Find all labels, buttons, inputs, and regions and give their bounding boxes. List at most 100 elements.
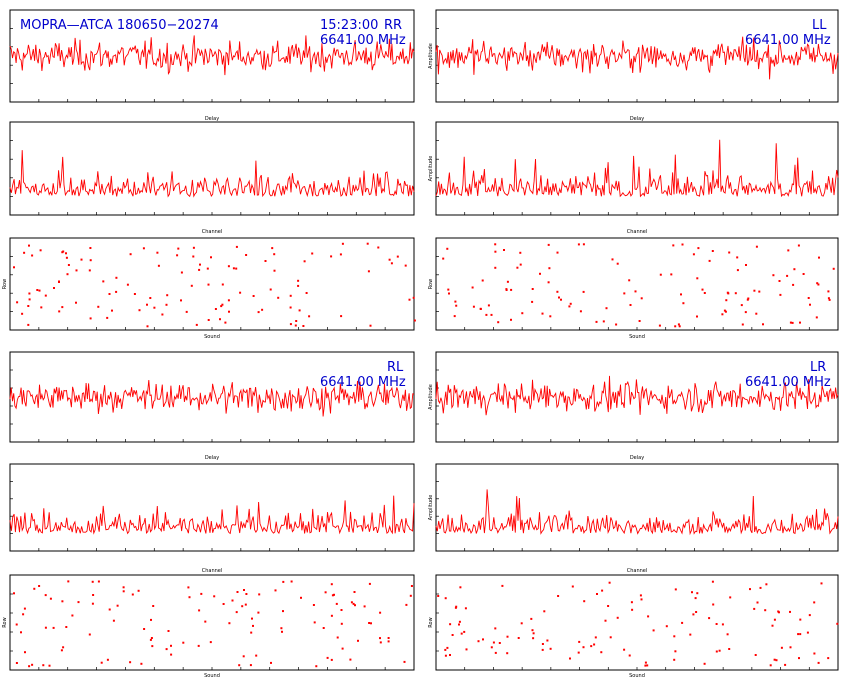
lr-scatter-point <box>616 616 619 619</box>
ll-scatter-point <box>548 267 551 270</box>
ll-scatter-point <box>602 320 605 323</box>
rr-scatter-point <box>206 267 209 270</box>
lr-scatter-point <box>708 617 711 620</box>
ll-scatter-point <box>490 313 493 316</box>
rr-scatter-point <box>305 292 308 294</box>
ll-scatter-point <box>454 300 457 303</box>
rl-scatter-point <box>152 605 155 607</box>
ll-scatter-point <box>506 280 509 283</box>
ll-scatter-point <box>701 288 704 291</box>
rr-scatter-xlabel: Sound <box>204 334 220 340</box>
rr-scatter-point <box>61 251 64 254</box>
lr-scatter-point <box>681 621 684 624</box>
rl-scatter-point <box>91 602 94 605</box>
rl-scatter-point <box>370 622 372 625</box>
rr-scatter-point <box>28 298 31 301</box>
rl-scatter-point <box>200 592 203 595</box>
lr-channel-trace <box>435 489 839 536</box>
lr-scatter-point <box>817 661 820 664</box>
rl-scatter-point <box>336 636 339 639</box>
lr-scatter-point <box>836 622 839 625</box>
rr-scatter-point <box>245 254 248 256</box>
rr-scatter-point <box>111 309 113 312</box>
ll-scatter-point <box>727 292 730 295</box>
lr-scatter-point <box>729 596 732 599</box>
rl-scatter-point <box>300 596 302 599</box>
rr-scatter-point <box>227 265 230 268</box>
ll-scatter-point <box>638 320 641 322</box>
rr-scatter-point <box>102 280 105 283</box>
lr-scatter-point <box>458 623 460 626</box>
rl-scatter-point <box>150 618 152 621</box>
rr-scatter-point <box>252 295 255 297</box>
rl-scatter-point <box>167 630 170 632</box>
rr-scatter-point <box>39 249 42 252</box>
rl-scatter-point <box>187 586 190 589</box>
ll-scatter-point <box>721 313 724 316</box>
ll-delay-xlabel: Delay <box>630 116 644 122</box>
lr-scatter-point <box>464 607 467 610</box>
rr-scatter-point <box>388 258 391 261</box>
lr-scatter-point <box>759 586 762 589</box>
lr-scatter-point <box>604 619 607 622</box>
rl-scatter-point <box>20 631 22 634</box>
rl-scatter-point <box>170 644 172 647</box>
lr-scatter-point <box>498 642 501 644</box>
lr-scatter-point <box>492 641 495 644</box>
rl-scatter-point <box>333 593 335 596</box>
rl-scatter-point <box>245 593 248 595</box>
lr-delay-ylabel: Amplitude <box>428 384 434 410</box>
ll-scatter-point <box>772 274 775 277</box>
rl-scatter-point <box>340 622 343 625</box>
rr-channel-frame <box>9 121 415 216</box>
rr-scatter-point <box>239 291 242 294</box>
ll-channel-xlabel: Channel <box>627 229 648 235</box>
lr-scatter-point <box>549 647 552 650</box>
lr-scatter-point <box>458 620 461 623</box>
rr-scatter-point <box>273 269 276 272</box>
rl-scatter-point <box>62 646 65 649</box>
rr-scatter-point <box>108 293 111 295</box>
lr-scatter-point <box>590 645 593 648</box>
rr-scatter-point <box>138 309 141 312</box>
rr-scatter-point <box>221 283 224 286</box>
ll-scatter-point <box>547 281 550 284</box>
rr-scatter-point <box>58 281 60 283</box>
rl-scatter-point <box>204 620 207 623</box>
rl-scatter-point <box>350 601 353 604</box>
ll-scatter-point <box>815 316 818 319</box>
freq-label-ll: 6641.00 MHz <box>745 33 831 48</box>
ll-scatter-point <box>658 324 661 327</box>
rr-scatter-point <box>228 310 230 313</box>
lr-scatter-point <box>437 595 440 597</box>
rl-scatter-point <box>409 594 412 597</box>
ll-scatter-point <box>741 323 744 326</box>
rr-scatter-point <box>185 310 188 313</box>
rr-scatter-point <box>289 306 292 309</box>
lr-scatter-point <box>673 658 676 661</box>
rr-scatter-point <box>40 306 43 309</box>
ll-scatter-point <box>703 292 706 294</box>
freq-label-rr: 6641.00 MHz <box>320 33 406 48</box>
rr-scatter-point <box>366 242 369 245</box>
ll-scatter-point <box>740 304 743 307</box>
lr-scatter-point <box>494 627 497 630</box>
lr-scatter-point <box>775 659 778 662</box>
rr-scatter-point <box>166 294 169 297</box>
lr-scatter-point <box>463 630 466 633</box>
lr-scatter-point <box>694 597 697 600</box>
time-label: 15:23:00 <box>320 18 379 33</box>
lr-channel-panel: Channel Amplitude <box>428 463 839 574</box>
lr-scatter-point <box>715 623 718 625</box>
ll-scatter-point <box>447 288 450 291</box>
rr-scatter-point <box>75 269 78 272</box>
lr-scatter-point <box>569 657 571 660</box>
rl-scatter-point <box>315 665 318 668</box>
ll-scatter-point <box>791 321 794 324</box>
ll-channel-trace <box>435 139 839 198</box>
rl-scatter-point <box>352 602 355 605</box>
rr-scatter-point <box>340 315 343 318</box>
ll-scatter-point <box>682 302 685 305</box>
